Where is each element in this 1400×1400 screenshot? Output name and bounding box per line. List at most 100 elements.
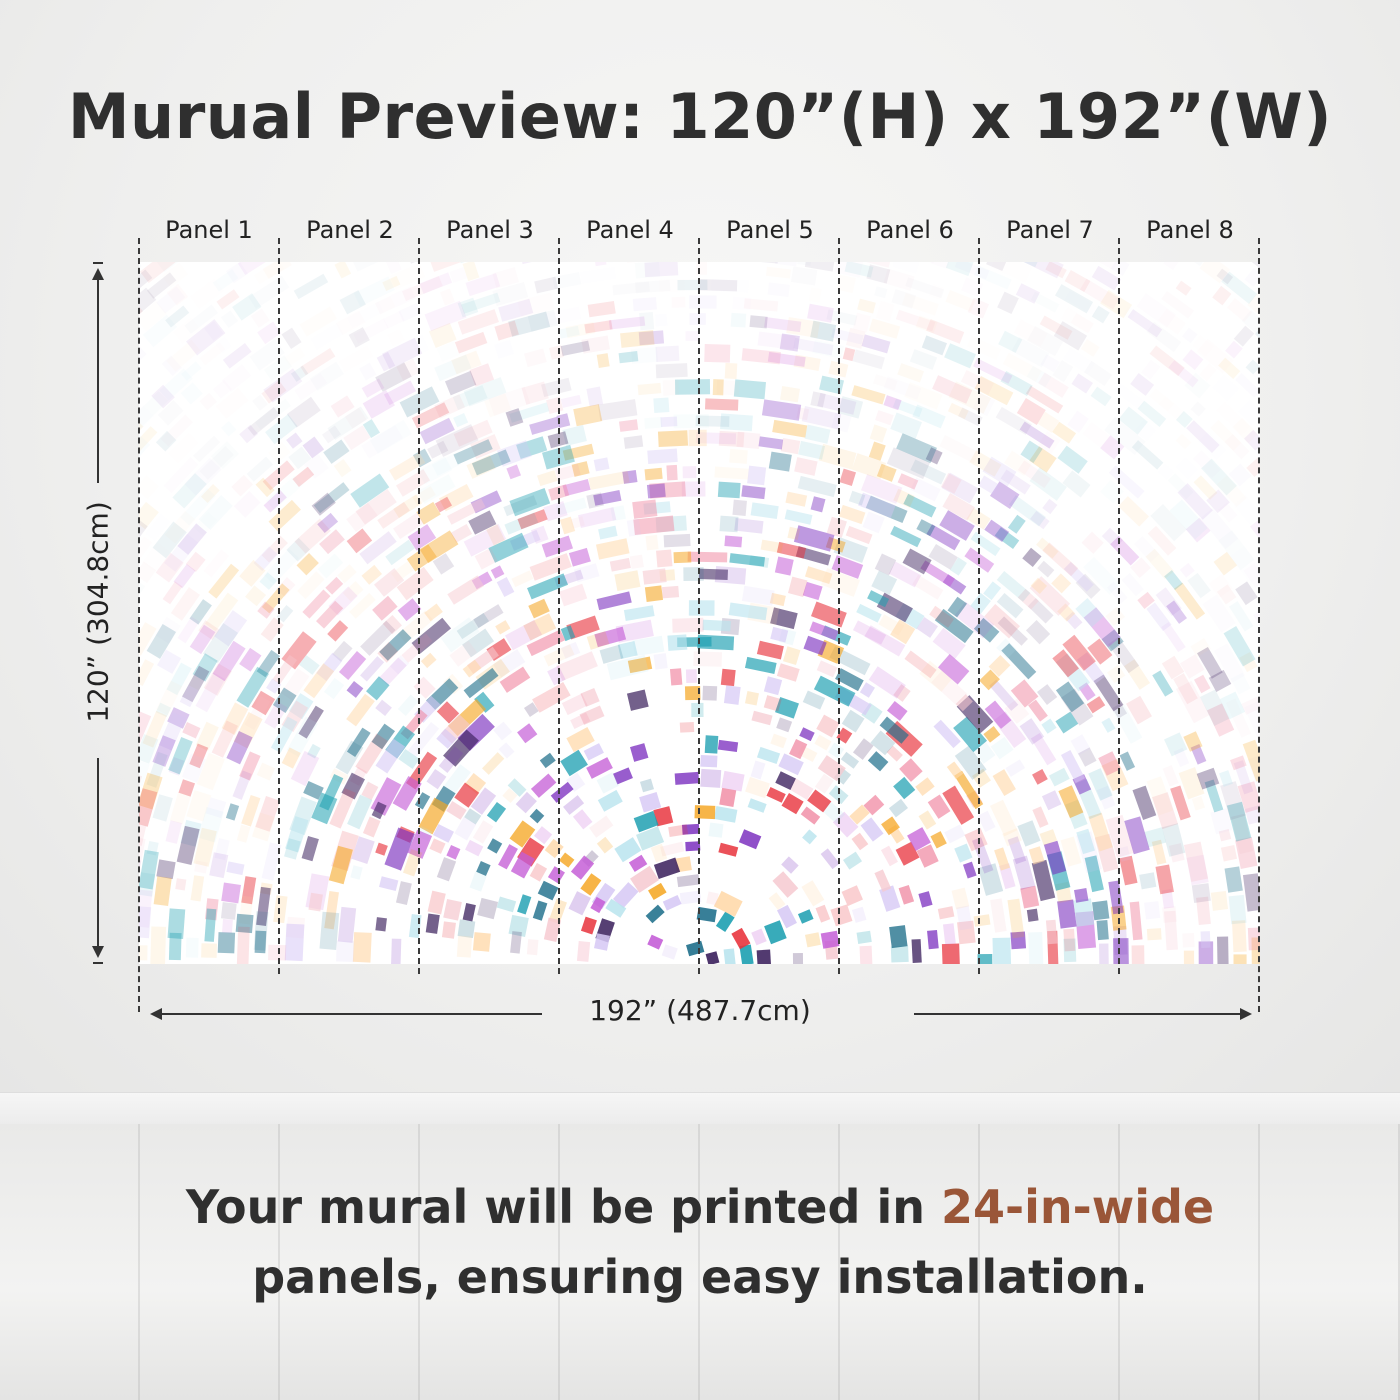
mosaic-tile <box>496 577 515 598</box>
mosaic-tile <box>662 895 682 911</box>
mosaic-tile <box>510 851 535 879</box>
mosaic-tile <box>537 880 559 901</box>
mosaic-tile <box>1053 321 1088 351</box>
mosaic-tile <box>1112 704 1143 744</box>
mosaic-tile <box>182 722 201 739</box>
mosaic-tile <box>639 778 654 793</box>
mosaic-tile <box>803 635 827 656</box>
mosaic-tile <box>241 876 257 905</box>
mosaic-tile <box>424 300 467 332</box>
mosaic-tile <box>1207 703 1235 737</box>
mosaic-tile <box>1239 652 1258 673</box>
mosaic-tile <box>715 911 735 933</box>
mosaic-tile <box>758 436 784 450</box>
mosaic-tile <box>270 716 298 753</box>
mosaic-tile <box>775 771 796 790</box>
mosaic-tile <box>820 930 840 949</box>
mosaic-tile <box>627 656 653 674</box>
mosaic-tile <box>931 670 968 706</box>
mosaic-tile <box>189 599 212 625</box>
mosaic-tile <box>252 812 275 842</box>
mosaic-tile <box>849 804 870 825</box>
mosaic-tile <box>1149 345 1185 377</box>
mosaic-tile <box>464 772 487 795</box>
mosaic-tile <box>226 731 253 765</box>
mosaic-tile <box>1093 674 1124 712</box>
mosaic-tile <box>1237 781 1260 813</box>
mosaic-tile <box>643 501 671 515</box>
mosaic-tile <box>347 794 373 830</box>
mosaic-tile <box>989 481 1020 509</box>
mosaic-tile <box>874 286 887 298</box>
mosaic-tile <box>851 385 886 405</box>
mosaic-tile <box>741 348 781 365</box>
mosaic-tile <box>688 429 707 447</box>
mosaic-tile <box>1017 820 1041 847</box>
panel-divider <box>1118 238 1120 974</box>
panel-label-5: Panel 5 <box>726 216 814 244</box>
mosaic-tile <box>876 301 895 322</box>
mosaic-tile <box>1110 262 1130 276</box>
mosaic-tile <box>453 439 493 465</box>
mosaic-tile <box>303 780 324 800</box>
mosaic-tile <box>667 634 688 651</box>
mosaic-tile <box>700 768 722 788</box>
mosaic-tile <box>751 710 773 726</box>
mosaic-tile <box>568 547 591 567</box>
mosaic-tile <box>152 521 187 559</box>
mosaic-tile <box>899 758 923 782</box>
mosaic-tile <box>1201 458 1237 496</box>
mosaic-tile <box>653 397 670 414</box>
mosaic-tile <box>1025 620 1051 645</box>
mosaic-tile <box>973 914 991 927</box>
mosaic-tile <box>837 396 864 419</box>
mosaic-tile <box>570 712 591 729</box>
mosaic-tile <box>344 407 367 429</box>
mosaic-tile <box>984 519 1010 543</box>
mosaic-tile <box>1098 751 1121 776</box>
mosaic-tile <box>316 652 343 682</box>
mosaic-tile <box>453 419 493 447</box>
mosaic-tile <box>416 501 441 525</box>
wood-floor <box>0 1124 1400 1400</box>
mosaic-tile <box>955 694 973 712</box>
mosaic-tile <box>570 516 585 529</box>
mosaic-tile <box>139 287 157 315</box>
mosaic-tile <box>1219 691 1246 720</box>
mosaic-tile <box>994 527 1020 550</box>
mosaic-tile <box>880 845 898 867</box>
mosaic-tile <box>337 564 357 584</box>
mosaic-tile <box>139 945 148 961</box>
mosaic-tile <box>472 932 491 952</box>
mosaic-tile <box>793 525 835 552</box>
mosaic-tile <box>555 497 587 516</box>
mosaic-tile <box>462 903 476 922</box>
mosaic-tile <box>978 863 1004 896</box>
mosaic-tile <box>396 469 431 497</box>
mosaic-tile <box>687 551 728 563</box>
mosaic-tile <box>371 723 396 750</box>
mosaic-tile <box>562 443 595 461</box>
mosaic-tile <box>526 629 566 657</box>
mosaic-tile <box>802 829 818 845</box>
mosaic-tile <box>457 919 476 939</box>
mosaic-tile <box>962 861 977 879</box>
mosaic-tile <box>623 605 655 621</box>
mosaic-tile <box>939 435 980 464</box>
mosaic-tile <box>817 392 857 415</box>
mosaic-tile <box>893 776 916 800</box>
mosaic-tile <box>208 563 240 599</box>
mosaic-tile <box>972 837 994 874</box>
mosaic-tile <box>852 620 887 645</box>
mosaic-tile <box>1164 910 1178 951</box>
height-line-bottom <box>97 758 99 948</box>
mosaic-tile <box>1139 872 1157 890</box>
mosaic-tile <box>281 700 309 733</box>
mosaic-tile <box>346 502 378 533</box>
mosaic-tile <box>328 845 353 885</box>
mosaic-tile <box>453 413 469 428</box>
mosaic-tile <box>904 382 943 410</box>
mosaic-tile <box>1168 843 1185 863</box>
mosaic-tile <box>1073 888 1089 903</box>
mosaic-tile <box>333 459 352 478</box>
